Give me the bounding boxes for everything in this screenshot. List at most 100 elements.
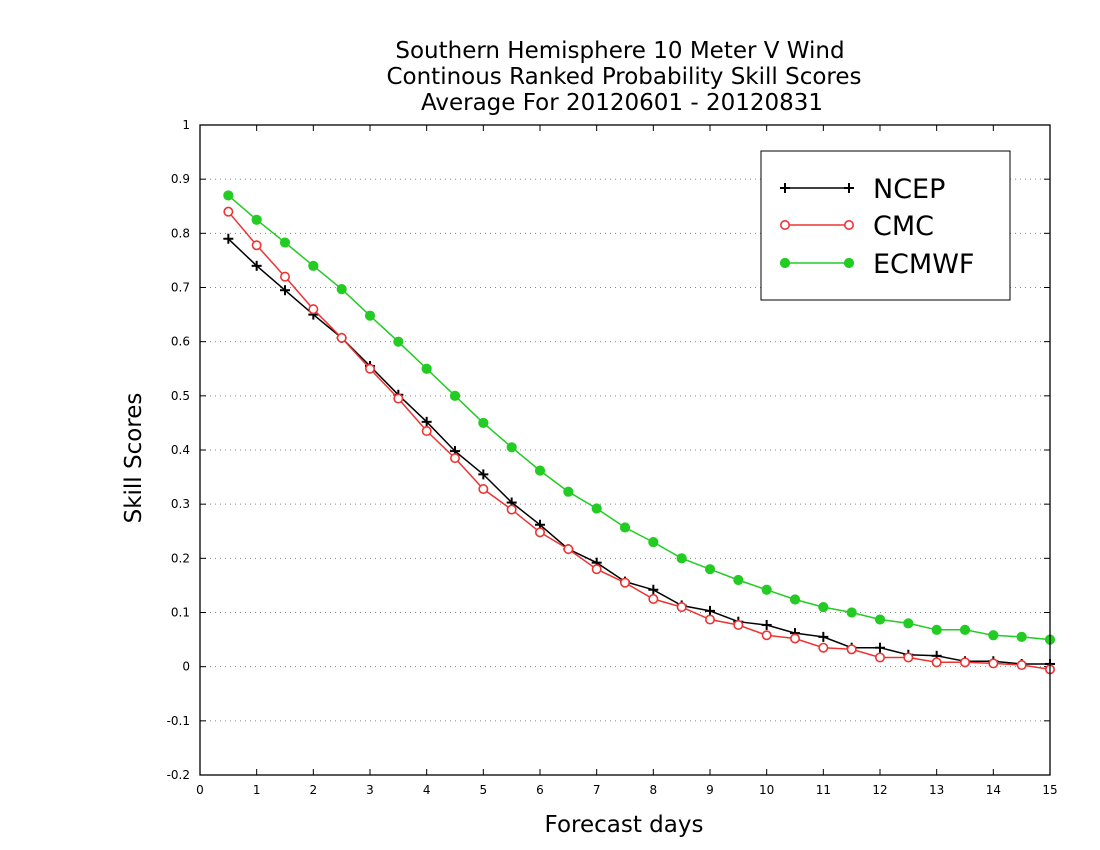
x-tick-label: 10 [759,783,774,797]
data-point-ncep [251,260,262,271]
data-point-ecmwf [931,624,942,635]
data-point-ecmwf [279,237,291,248]
data-point-cmc [223,206,234,217]
data-point-cmc [733,619,744,630]
legend-swatch-ecmwf [779,257,855,269]
x-tick-label: 8 [650,783,658,797]
x-tick-label: 7 [593,783,601,797]
x-tick-label: 5 [480,783,488,797]
data-point-cmc [988,658,999,669]
data-point-cmc [846,644,857,655]
legend-marker-ecmwf [779,257,791,269]
data-point-cmc [449,453,460,464]
y-axis-title: Skill Scores [121,393,147,524]
y-tick-label: 1 [182,118,190,132]
data-point-ecmwf [704,564,716,575]
legend-marker-cmc [843,220,854,231]
data-point-ncep [705,605,715,616]
data-point-cmc [364,363,375,374]
data-point-cmc [789,633,800,644]
data-point-cmc [336,332,347,343]
data-point-ncep [280,285,290,296]
series-line-ncep [227,238,1050,665]
data-point-cmc [506,504,517,515]
data-point-ecmwf [421,363,432,374]
x-tick-label: 13 [929,783,944,797]
data-point-ecmwf [336,284,347,295]
data-point-ncep [818,631,829,642]
series-layer [223,190,1056,675]
legend-swatch-cmc [779,220,854,231]
data-point-cmc [931,657,942,668]
plot-frame [199,124,1051,776]
data-point-ecmwf [506,442,517,453]
x-tick-label: 3 [366,783,374,797]
x-tick-label: 6 [536,783,544,797]
legend-marker-ecmwf [843,257,855,269]
gridlines [200,178,1050,722]
data-point-cmc [818,642,829,653]
legend-label-ecmwf: ECMWF [873,249,974,280]
data-point-cmc [1016,660,1027,671]
y-tick-label: 0.9 [171,172,190,186]
data-point-ecmwf [223,190,234,201]
data-point-cmc [478,483,489,494]
y-tick-label: 0.6 [171,335,190,349]
legend-marker-ncep [844,183,854,193]
data-point-ecmwf [619,522,631,533]
data-point-ecmwf [818,601,829,613]
legend-swatch-ncep [780,183,854,193]
data-point-ecmwf [364,310,376,321]
x-tick-label: 0 [196,783,204,797]
legend-marker-ncep [780,183,790,193]
data-point-ecmwf [959,624,971,635]
data-point-cmc [648,593,659,604]
data-point-cmc [619,577,630,588]
data-point-cmc [704,614,715,625]
y-tick-label: -0.1 [167,714,190,728]
data-point-cmc [676,602,687,613]
chart-title-line-3: Average For 20120601 - 20120831 [421,90,823,116]
chart-title-line-2: Continous Ranked Probability Skill Score… [386,64,861,90]
data-point-ecmwf [761,584,772,595]
data-point-ecmwf [789,594,801,605]
y-tick-label: 0 [182,660,190,674]
data-point-ecmwf [846,607,857,618]
data-point-cmc [251,240,262,251]
data-point-ncep [761,619,772,630]
y-tick-label: 0.3 [171,497,190,511]
data-point-ncep [421,416,432,427]
data-point-ecmwf [478,417,489,429]
data-point-ecmwf [563,486,574,497]
x-tick-label: 11 [816,783,831,797]
data-point-cmc [591,564,602,575]
axis-ticks: -0.2-0.100.10.20.30.40.50.60.70.80.910 1 2… [167,118,1058,797]
data-point-cmc [421,426,432,437]
data-point-ncep [223,233,234,244]
x-axis-title: Forecast days [545,812,704,838]
y-tick-label: 0.1 [171,606,190,620]
legend-label-cmc: CMC [873,211,934,242]
data-point-cmc [393,393,404,404]
x-tick-label: 1 [253,783,261,797]
x-tick-label: 12 [872,783,887,797]
data-point-ecmwf [733,574,744,586]
data-point-ecmwf [648,536,659,548]
data-point-ecmwf [676,553,687,564]
y-tick-label: -0.2 [167,768,190,782]
data-point-ecmwf [251,214,262,225]
legend-marker-cmc [779,220,790,231]
x-tick-label: 9 [706,783,714,797]
legend-label-ncep: NCEP [873,174,945,205]
data-point-ecmwf [903,618,914,629]
y-tick-label: 0.4 [171,443,190,457]
legend-items [779,183,855,269]
data-point-cmc [563,544,574,555]
x-tick-label: 2 [310,783,318,797]
data-point-ecmwf [393,336,404,347]
data-point-cmc [761,630,772,641]
data-point-cmc [959,657,970,668]
data-point-ncep [648,584,659,595]
data-point-ecmwf [988,630,999,641]
